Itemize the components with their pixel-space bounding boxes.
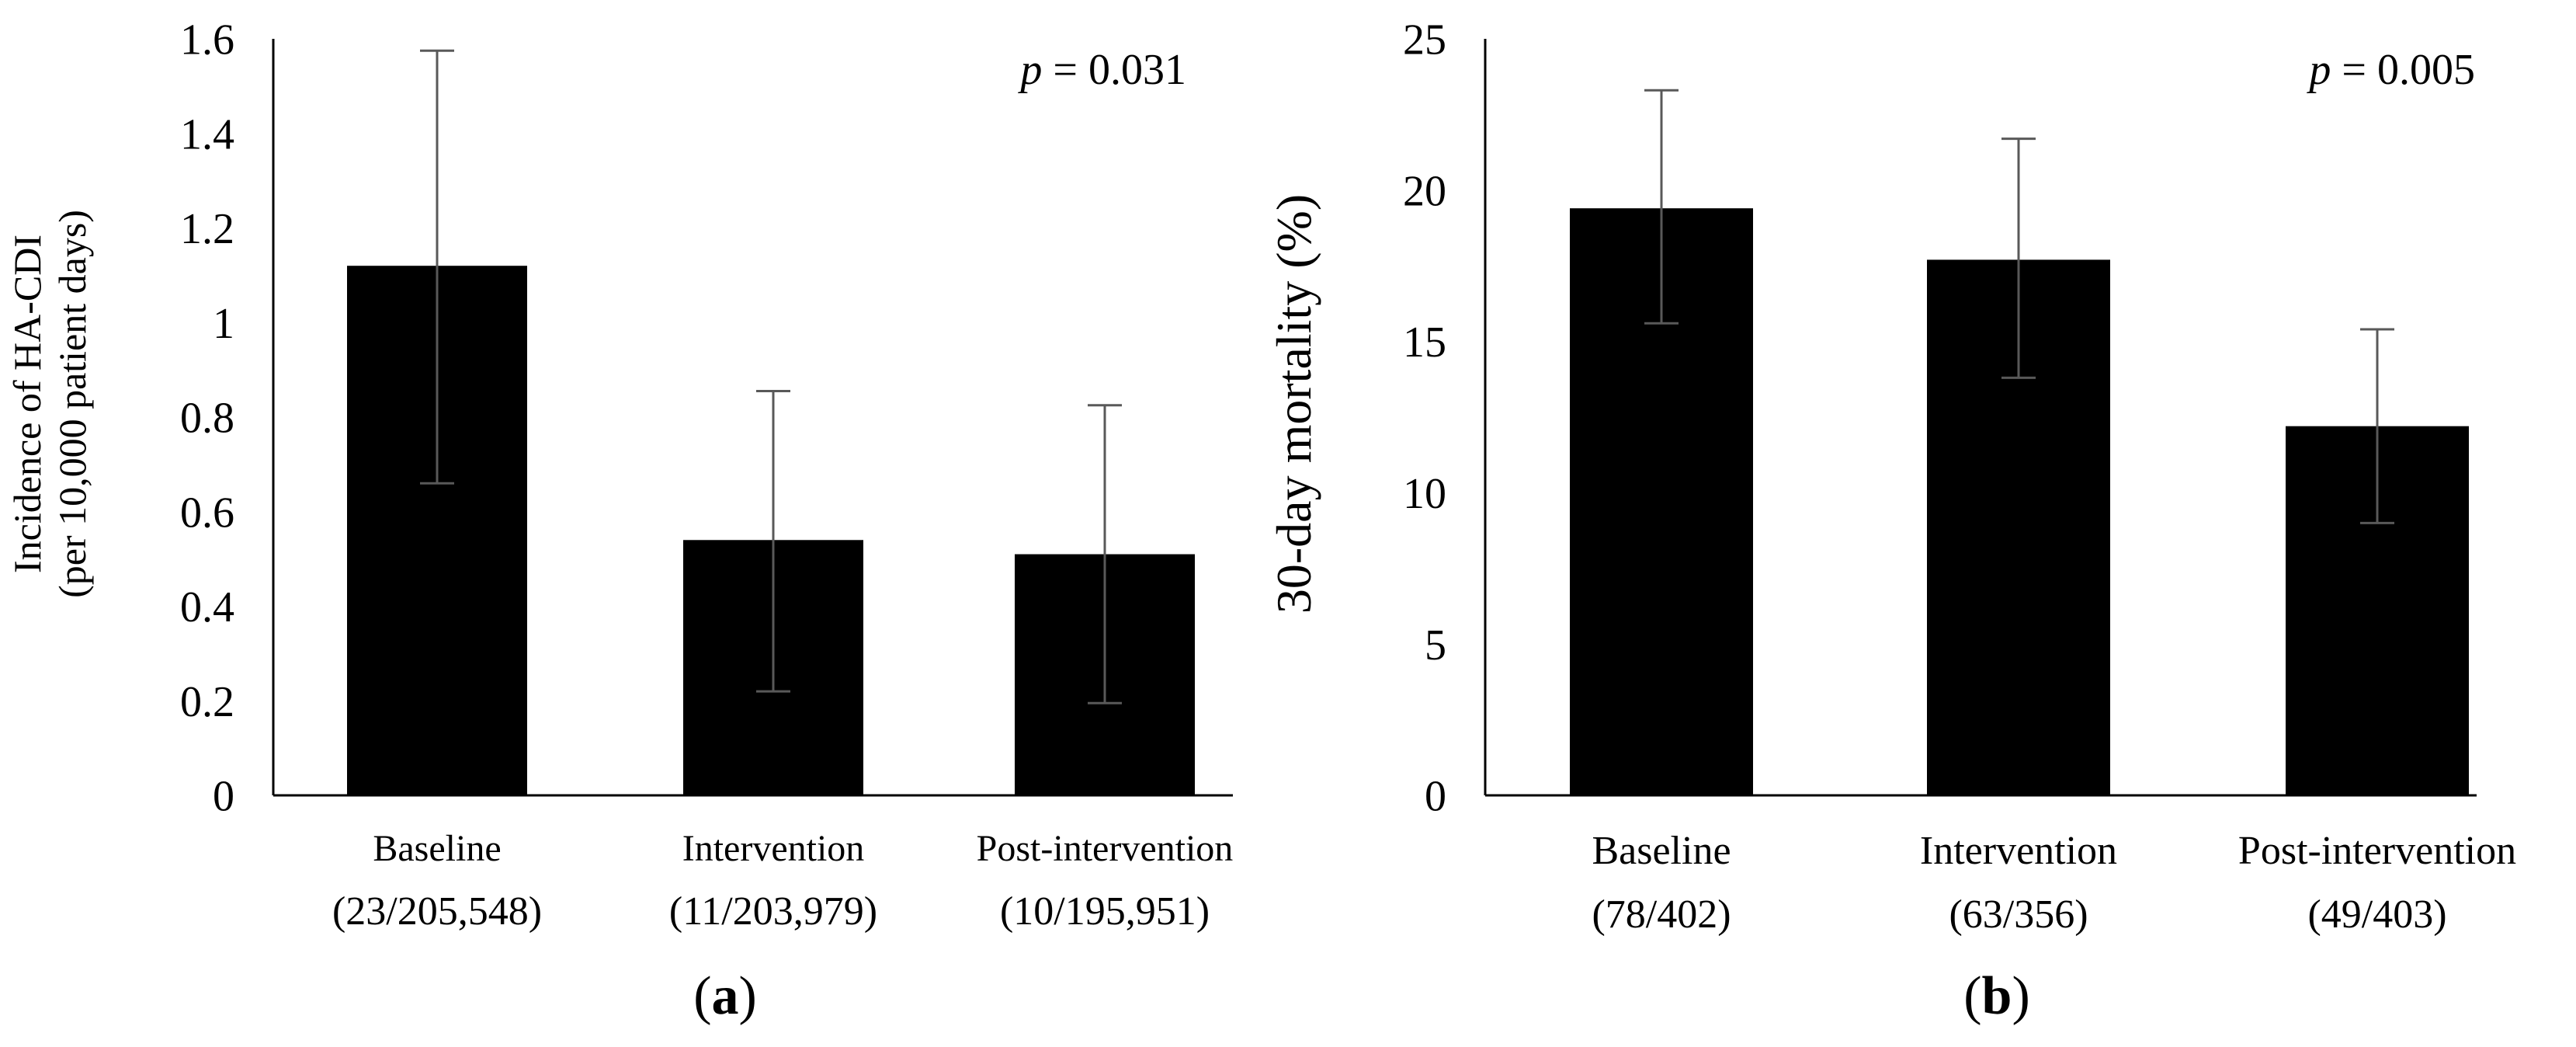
p-value-text: = 0.031 [1042,46,1186,94]
x-category-label: Baseline [1592,829,1731,873]
panel-label-open: ( [1963,966,1981,1026]
x-category-count: (23/205,548) [332,889,542,934]
y-tick-label: 0.6 [180,489,234,537]
error-bar-intervention [2001,137,2036,379]
y-tick-label: 0.2 [180,678,234,726]
y-tick-label: 25 [1403,16,1446,64]
y-tick-label: 1.4 [180,110,234,158]
p-value-symbol: p [2306,46,2331,94]
panel-label: (a) [693,966,757,1026]
y-axis-label: 30-day mortality (%) [1266,194,1321,614]
x-category-label: Baseline [373,828,501,869]
x-category-label: Post-intervention [2238,829,2516,873]
panel-label-letter: b [1982,966,2012,1026]
panel-a-chart: 0 0.2 0.4 0.6 0.8 1 1.2 1.4 1.6 Baseline (23/205,5… [5,16,1233,1026]
x-category-label: Post-intervention [977,828,1234,869]
x-category-label: Intervention [682,828,865,869]
error-bar-baseline [1644,89,1679,325]
panel-label-close: ) [2012,966,2029,1026]
error-bar-post-intervention [1088,404,1122,704]
error-bar-intervention [756,390,790,693]
x-category-label: Intervention [1920,829,2117,873]
x-category-count: (78/402) [1592,892,1731,937]
y-tick-label: 1 [213,300,234,348]
y-axis-label: Incidence of HA-CDI [5,235,49,573]
error-bar-baseline [420,49,454,485]
p-value-symbol: p [1017,46,1042,94]
x-category-count: (49/403) [2307,892,2446,937]
x-category-count: (11/203,979) [669,889,877,934]
p-value-text: = 0.005 [2331,46,2475,94]
y-tick-label: 1.6 [180,16,234,64]
error-bar-post-intervention [2360,328,2394,524]
panel-label-letter: a [712,966,739,1026]
p-value-annotation: p = 0.005 [2306,46,2475,94]
x-category-count: (63/356) [1949,892,2088,937]
panel-label: (b) [1963,966,2030,1026]
y-axis-label-unit: (per 10,000 patient days) [50,210,94,598]
y-tick-label: 15 [1403,318,1446,367]
panel-label-close: ) [739,966,757,1026]
y-tick-label: 10 [1403,470,1446,518]
y-tick-label: 20 [1403,167,1446,215]
p-value-annotation: p = 0.031 [1017,46,1186,94]
y-tick-label: 5 [1425,621,1446,670]
panel-label-open: ( [693,966,711,1026]
x-category-count: (10/195,951) [1000,889,1210,934]
y-tick-label: 0 [1425,773,1446,821]
y-tick-label: 0.8 [180,395,234,443]
panel-b-chart: 0 5 10 15 20 25 Baseline (78/402) Intervention (6… [1266,16,2516,1026]
y-tick-label: 1.2 [180,205,234,253]
y-tick-label: 0.4 [180,583,234,631]
y-tick-label: 0 [213,773,234,821]
